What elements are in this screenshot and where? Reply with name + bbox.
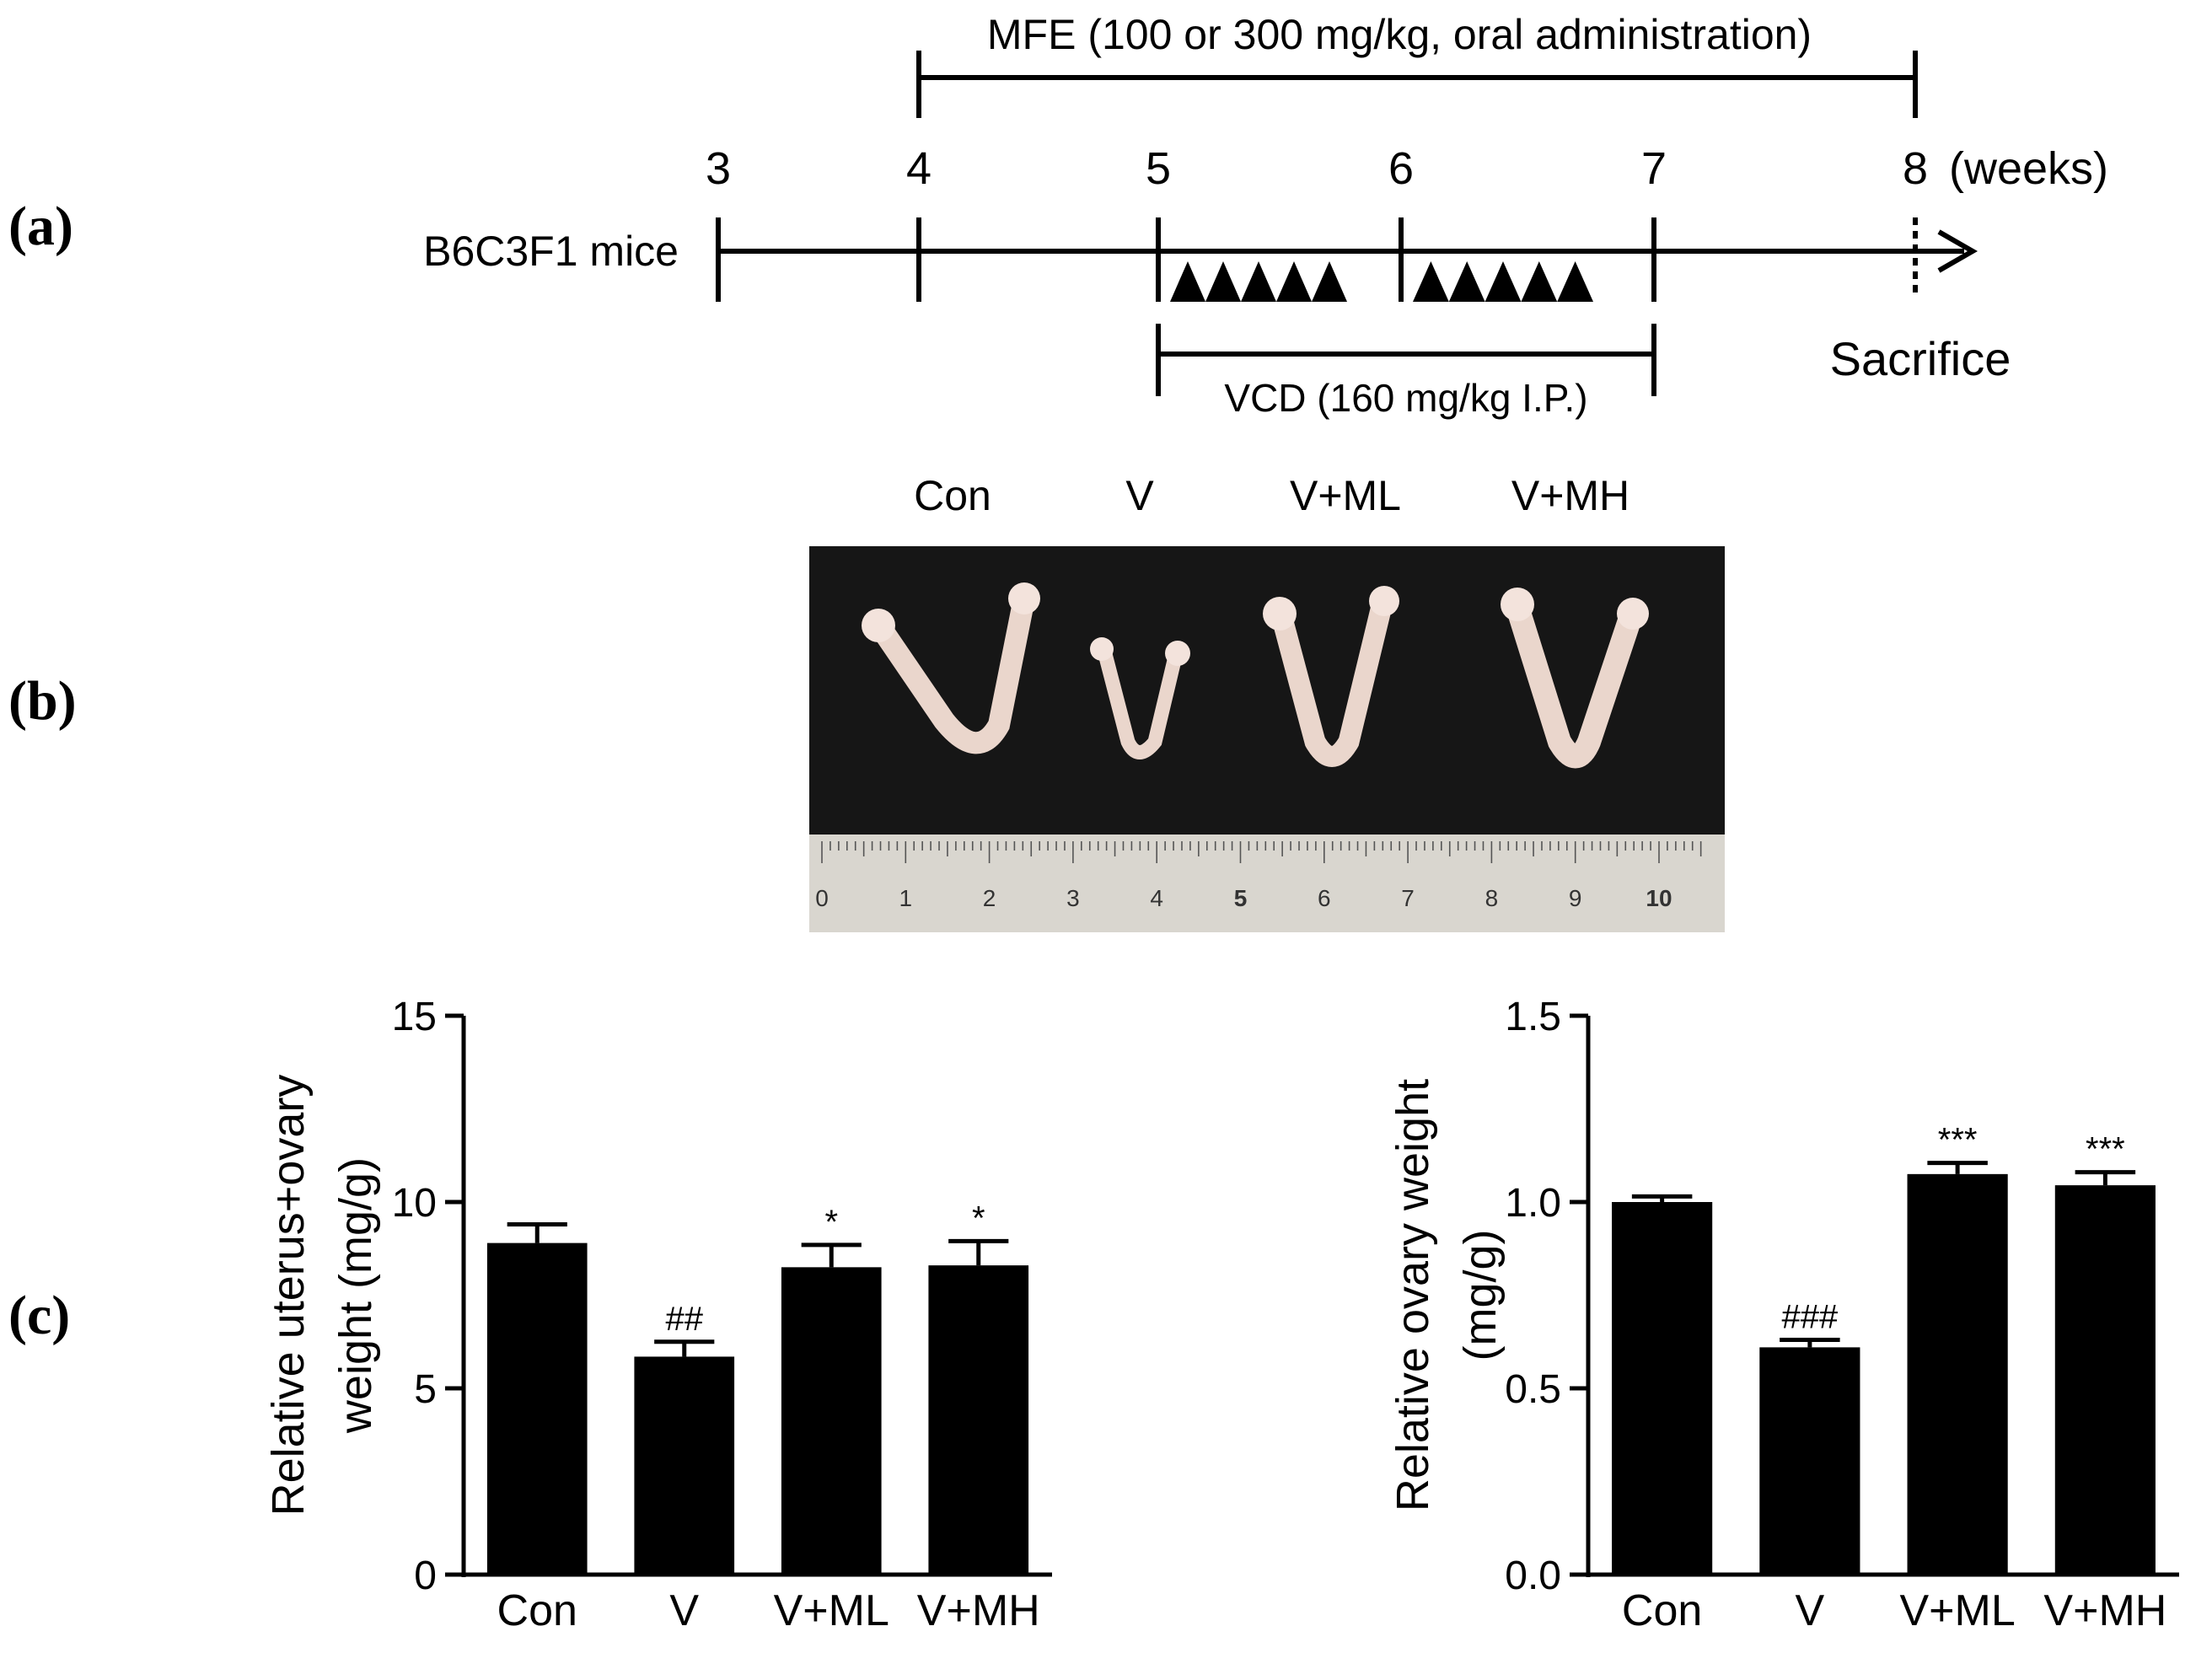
y-tick-label: 1.5 (1505, 995, 1561, 1039)
injection-triangle (1170, 261, 1205, 302)
significance-annotation: * (972, 1199, 985, 1237)
y-axis-label: Relative uterus+ovary (263, 1075, 314, 1516)
y-tick-label: 10 (392, 1181, 437, 1226)
vcd-label: VCD (160 mg/kg I.P.) (1224, 376, 1587, 420)
ruler-number: 9 (1569, 885, 1582, 911)
y-tick-label: 15 (392, 995, 437, 1039)
significance-annotation: ## (666, 1301, 704, 1338)
photo-group-label-v: V (1125, 472, 1154, 519)
ovary-tips (862, 582, 1649, 666)
ruler (809, 835, 1725, 932)
y-tick-label: 0.0 (1505, 1554, 1561, 1598)
y-axis-label: (mg/g) (1455, 1229, 1506, 1361)
subject-label: B6C3F1 mice (423, 228, 679, 275)
y-tick-label: 0.5 (1505, 1367, 1561, 1412)
x-tick-label: V (669, 1586, 699, 1635)
bar-v-mh (2054, 1185, 2156, 1575)
timeline-mfe-label: MFE (100 or 300 mg/kg, oral administrati… (987, 11, 1812, 58)
uterus-vmh (1506, 595, 1643, 769)
x-tick-label: Con (497, 1586, 577, 1635)
weeks-unit-label: (weeks) (1949, 143, 2108, 194)
bar-con (486, 1242, 588, 1575)
injection-triangle (1413, 261, 1449, 302)
ruler-number: 4 (1150, 885, 1163, 911)
photo-group-label-vmh: V+MH (1511, 472, 1629, 519)
injection-triangle (1557, 261, 1593, 302)
ruler-number: 1 (899, 885, 913, 911)
significance-annotation: ### (1782, 1299, 1839, 1336)
ruler-number: 5 (1234, 885, 1248, 911)
uterus-con (870, 588, 1035, 754)
ruler-number: 7 (1401, 885, 1415, 911)
injection-triangle (1241, 261, 1276, 302)
chart-ovary-weight: 0.0 0.5 1.0 1.5 Relative ovary weight (mg/g) C… (1388, 995, 2179, 1635)
x-tick-label: V (1796, 1586, 1825, 1635)
y-tick-label: 0 (414, 1554, 437, 1598)
week-label-3: 3 (706, 143, 731, 194)
mfe-bracket (916, 51, 1918, 118)
y-axis-label: weight (mg/g) (330, 1157, 381, 1434)
ruler-number: 10 (1646, 885, 1672, 911)
ruler-number: 8 (1485, 885, 1499, 911)
uterus-specimens (870, 588, 1643, 769)
y-tick-label: 1.0 (1505, 1181, 1561, 1226)
ruler-number: 3 (1066, 885, 1080, 911)
injection-triangle (1276, 261, 1312, 302)
x-tick-label: V+ML (774, 1586, 889, 1635)
x-tick-label: Con (1622, 1586, 1702, 1635)
ruler-number: 2 (983, 885, 996, 911)
week-label-8: 8 (1903, 143, 1928, 194)
specimen-photo: Con V V+ML V+MH 0 1 2 3 4 5 6 7 8 9 10 (809, 472, 1725, 932)
ruler-number: 0 (815, 885, 829, 911)
chart-uterus-ovary-weight: 0 5 10 15 Relative uterus+ovary weight (mg/g)… (263, 995, 1052, 1635)
y-axis-label: Relative ovary weight (1388, 1079, 1438, 1511)
injection-triangle (1448, 261, 1485, 302)
bar-v (1759, 1347, 1860, 1575)
bar-v (634, 1356, 735, 1575)
panel-label-a: (a) (8, 196, 73, 257)
panel-label-b: (b) (8, 670, 77, 732)
photo-group-label-con: Con (914, 472, 991, 519)
week-label-6: 6 (1388, 143, 1414, 194)
week-label-7: 7 (1641, 143, 1667, 194)
ruler-number: 6 (1318, 885, 1331, 911)
bar-v-mh (928, 1265, 1029, 1575)
vcd-bracket (1156, 324, 1656, 396)
uterus-v (1097, 643, 1184, 759)
timeline-axis (718, 229, 1978, 273)
significance-annotation: * (824, 1204, 838, 1241)
bar-v-ml (781, 1267, 882, 1575)
bar-v-ml (1907, 1173, 2008, 1575)
injection-marks (1170, 261, 1593, 302)
significance-annotation: *** (2086, 1131, 2125, 1168)
bar-con (1612, 1202, 1713, 1575)
injection-triangle (1521, 261, 1558, 302)
significance-annotation: *** (1938, 1122, 1978, 1159)
injection-triangle (1312, 261, 1347, 302)
week-labels: 3 4 5 6 7 8 (706, 143, 1928, 194)
x-tick-label: V+MH (917, 1586, 1040, 1635)
uterus-vml (1270, 592, 1393, 767)
panel-label-c: (c) (8, 1285, 70, 1346)
ruler-ticks: 0 1 2 3 4 5 6 7 8 9 10 (815, 841, 1702, 911)
week-ticks (716, 217, 1656, 302)
x-tick-label: V+ML (1899, 1586, 2015, 1635)
injection-triangle (1205, 261, 1241, 302)
y-tick-label: 5 (414, 1367, 437, 1412)
week-label-4: 4 (906, 143, 932, 194)
x-tick-label: V+MH (2043, 1586, 2166, 1635)
injection-triangle (1485, 261, 1522, 302)
timeline-diagram: MFE (100 or 300 mg/kg, oral administrati… (423, 11, 2108, 420)
week-label-5: 5 (1146, 143, 1171, 194)
sacrifice-label: Sacrifice (1830, 332, 2011, 385)
photo-group-label-vml: V+ML (1290, 472, 1401, 519)
